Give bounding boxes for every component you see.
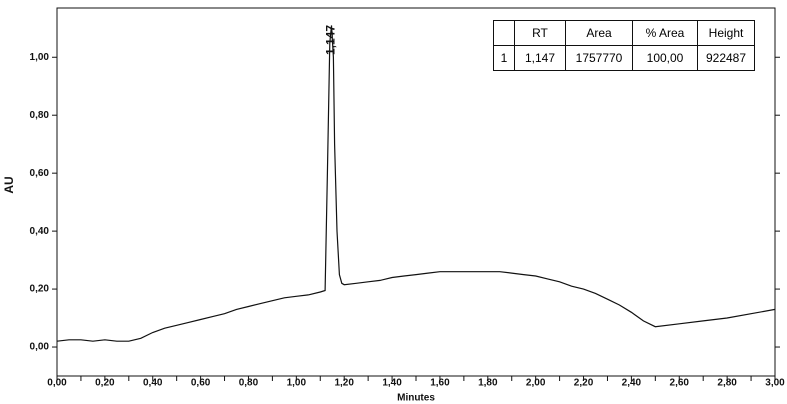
x-axis-label: Minutes [397,393,435,404]
header-cell [493,20,515,46]
header-cell: RT [514,20,566,46]
x-tick-label: 3,00 [765,378,785,389]
y-tick-label: 1,00 [30,52,50,63]
y-axis-label: AU [2,176,16,193]
x-tick-label: 1,60 [430,378,450,389]
x-tick-label: 0,00 [47,378,67,389]
x-tick-label: 0,20 [95,378,115,389]
x-tick-label: 1,80 [478,378,498,389]
x-tick-label: 1,00 [287,378,307,389]
table-header: RT Area % Area Height [493,20,755,46]
x-tick-label: 2,40 [622,378,642,389]
peak-table: RT Area % Area Height 1 1,147 1757770 10… [493,20,755,71]
x-tick-label: 1,40 [382,378,402,389]
x-tick-label: 0,80 [239,378,259,389]
table-row: 1 1,147 1757770 100,00 922487 [493,45,755,71]
x-tick-label: 2,80 [717,378,737,389]
x-tick-label: 0,60 [191,378,211,389]
cell: 1757770 [565,45,633,71]
header-cell: Height [697,20,755,46]
header-cell: % Area [632,20,698,46]
header-cell: Area [565,20,633,46]
cell: 1 [493,45,515,71]
y-tick-label: 0,00 [30,342,50,353]
peak-label: 1,147 [324,25,338,55]
y-tick-label: 0,40 [30,226,50,237]
x-tick-label: 0,40 [143,378,163,389]
x-tick-label: 2,00 [526,378,546,389]
y-tick-label: 0,80 [30,110,50,121]
signal-line [56,25,776,342]
y-tick-label: 0,20 [30,284,50,295]
cell: 1,147 [514,45,566,71]
x-tick-label: 2,20 [574,378,594,389]
cell: 922487 [697,45,755,71]
cell: 100,00 [632,45,698,71]
y-tick-label: 0,60 [30,168,50,179]
x-tick-label: 2,60 [670,378,690,389]
x-tick-label: 1,20 [334,378,354,389]
